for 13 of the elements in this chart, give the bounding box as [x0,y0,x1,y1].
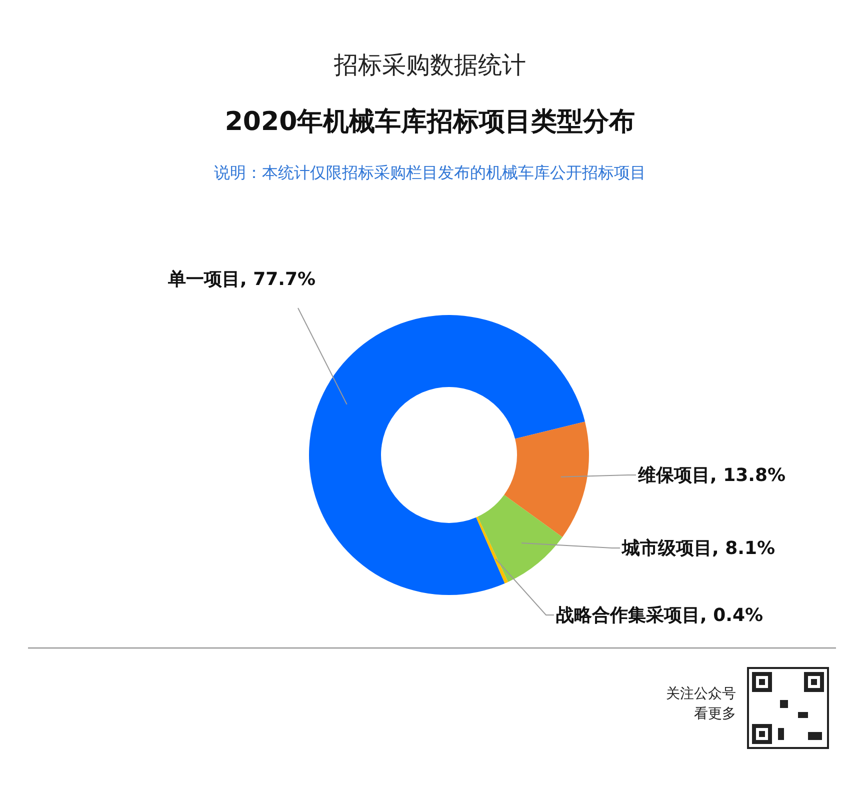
text: 关注公众号 [666,686,736,702]
donut-slice [504,422,589,538]
donut-slice [309,315,585,595]
slice-label: 战略合作集采项目, 0.4% [556,605,764,626]
text: 看更多 [694,706,736,722]
chart-title: 招标采购数据统计 [333,51,526,79]
donut-slice [478,494,562,582]
text: 说明：本统计仅限招标采购栏目发布的机械车库公开招标项目 [214,163,646,182]
slice-label: 城市级项目, 8.1% [621,538,776,559]
slice-label: 单一项目, 77.7% [167,269,316,290]
chart-subtitle: 2020年机械车库招标项目类型分布 [224,107,636,137]
slice-label: 维保项目, 13.8% [637,465,786,486]
donut-slice [476,516,508,584]
